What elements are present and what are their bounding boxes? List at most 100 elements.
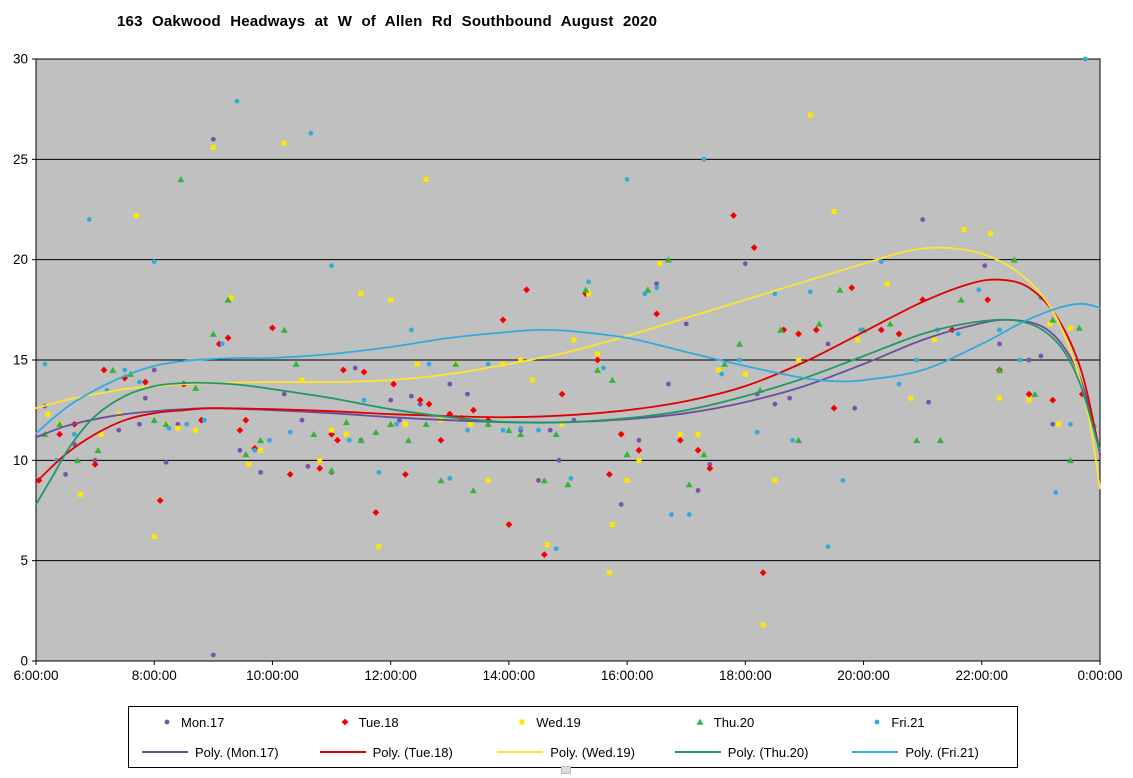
scatter-point: [360, 368, 368, 376]
scatter-point: [594, 356, 601, 364]
scatter-point: [742, 371, 748, 377]
scatter-point: [246, 461, 252, 467]
scatter-point: [858, 327, 863, 333]
scatter-point: [976, 287, 982, 293]
scatter-point: [163, 459, 169, 465]
scatter-point: [920, 217, 926, 222]
scatter-point: [884, 281, 890, 287]
scatter-point: [695, 488, 701, 493]
scatter-point: [852, 405, 858, 411]
scatter-point: [657, 261, 663, 267]
poly-mon-17-line-icon: [142, 751, 188, 753]
scatter-point: [308, 130, 314, 136]
scatter-point: [997, 395, 1003, 401]
scatter-point: [257, 436, 265, 444]
scatter-point: [730, 212, 737, 219]
legend-label: Poly. (Thu.20): [727, 744, 809, 760]
scatter-point: [500, 427, 506, 433]
scatter-point: [390, 380, 398, 388]
scatter-point: [72, 431, 77, 437]
scatter-point: [94, 447, 102, 454]
scatter-point: [166, 425, 172, 431]
scatter-point: [484, 420, 492, 428]
legend-label: Poly. (Wed.19): [550, 744, 635, 760]
poly-wed-19-line-icon: [497, 751, 544, 753]
legend-item-poly-mon-17: Poly. (Mon.17): [129, 745, 307, 760]
scatter-point: [676, 436, 684, 444]
scatter-point: [721, 360, 729, 367]
scatter-point: [825, 341, 831, 347]
scatter-point: [796, 357, 802, 363]
scatter-point: [236, 426, 244, 434]
scatter-point: [700, 451, 708, 458]
scatter-point: [137, 421, 142, 427]
scatter-point: [404, 436, 412, 444]
scatter-point: [795, 436, 803, 444]
thu-20-marker-icon: [696, 718, 704, 725]
scatter-point: [984, 296, 992, 304]
scatter-point: [586, 291, 592, 297]
scatter-point: [1050, 421, 1056, 427]
scatter-point: [586, 279, 592, 285]
scatter-point: [334, 436, 341, 444]
scatter-point: [388, 297, 394, 303]
scatter-point: [500, 361, 506, 367]
legend-item-poly-tue-18: Poly. (Tue.18): [307, 745, 485, 760]
scatter-point: [716, 367, 722, 373]
scatter-point: [556, 457, 562, 463]
scatter-point: [772, 291, 778, 297]
scatter-point: [654, 281, 660, 287]
scatter-point: [564, 481, 572, 488]
scatter-point: [234, 98, 240, 104]
scatter-series-wed-19: [45, 112, 1073, 628]
x-tick-label: 10:00:00: [246, 668, 299, 683]
scatter-point: [408, 393, 414, 399]
scatter-point: [317, 457, 323, 463]
scatter-point: [121, 374, 129, 382]
scatter-point: [754, 429, 760, 435]
scatter-point: [840, 478, 846, 483]
legend-label: Fri.21: [891, 714, 925, 730]
scatter-point: [361, 397, 367, 403]
scatter-point: [109, 366, 117, 373]
scatter-point: [696, 718, 704, 725]
poly-tue-18-line-icon: [319, 751, 366, 753]
scatter-point: [544, 542, 550, 548]
scatter-point: [540, 551, 548, 559]
scatter-point: [606, 570, 612, 576]
scatter-point: [467, 421, 473, 427]
scatter-point: [807, 289, 813, 295]
scatter-point: [874, 719, 880, 725]
scatter-point: [151, 367, 157, 373]
scatter-point: [209, 330, 217, 337]
scatter-point: [437, 436, 445, 444]
scatter-point: [608, 376, 616, 383]
scatter-point: [1066, 457, 1074, 464]
scatter-point: [465, 391, 470, 397]
scatter-point: [669, 512, 674, 517]
scatter-point: [329, 263, 334, 269]
scatter-point: [759, 569, 767, 577]
scatter-point: [624, 177, 630, 182]
scatter-point: [452, 360, 460, 367]
scatter-point: [571, 337, 577, 343]
scatter-series-fri-21: [42, 56, 1097, 552]
scatter-point: [1068, 421, 1073, 427]
x-tick-label: 0:00:00: [1077, 668, 1122, 683]
scatter-point: [372, 509, 380, 516]
scatter-point: [305, 463, 311, 469]
scatter-point: [936, 436, 944, 444]
scatter-point: [825, 544, 831, 550]
scatter-point: [177, 176, 185, 183]
scatter-point: [686, 512, 692, 517]
scatter-point: [252, 447, 258, 453]
scatter-point: [790, 437, 796, 443]
wed-19-marker-icon: [519, 719, 525, 725]
scatter-point: [913, 436, 921, 444]
scatter-point: [339, 366, 347, 374]
chart-title: 163 Oakwood Headways at W of Allen Rd So…: [117, 13, 658, 30]
scatter-point: [175, 425, 181, 431]
scatter-point: [258, 447, 264, 453]
poly-fri-21-line-icon: [852, 751, 899, 753]
